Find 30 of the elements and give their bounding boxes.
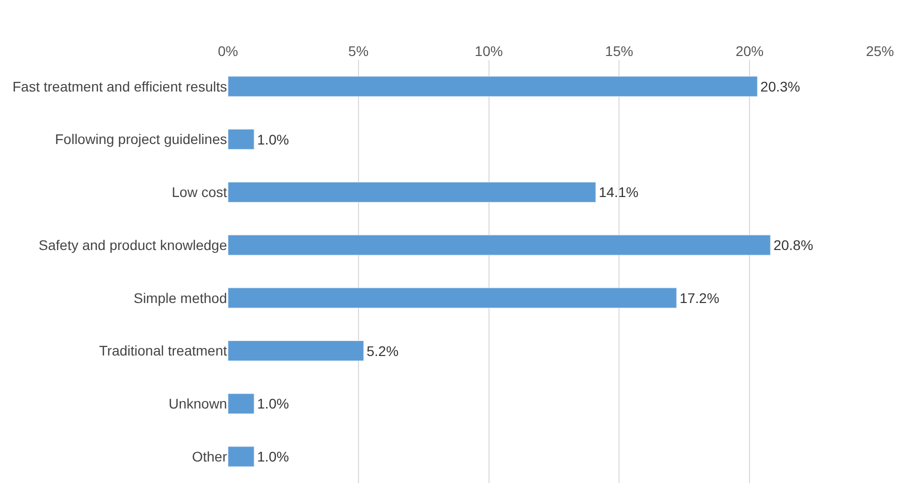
bar bbox=[228, 182, 596, 202]
x-tick-label: 5% bbox=[348, 43, 369, 60]
bar bbox=[228, 446, 254, 467]
data-label: 1.0% bbox=[257, 448, 289, 465]
x-tick-label: 10% bbox=[474, 43, 503, 60]
bar bbox=[228, 234, 771, 256]
x-tick-label: 0% bbox=[218, 43, 238, 60]
bar bbox=[228, 340, 364, 362]
bar bbox=[228, 129, 254, 150]
data-label: 1.0% bbox=[257, 131, 289, 148]
y-tick-label: Safety and product knowledge bbox=[38, 236, 228, 253]
y-tick-label: Simple method bbox=[134, 290, 227, 306]
data-label: 14.1% bbox=[598, 184, 638, 200]
y-tick-label: Following project guidelines bbox=[55, 131, 227, 148]
x-tick-label: 20% bbox=[736, 43, 764, 60]
data-label: 20.3% bbox=[760, 78, 800, 94]
data-label: 20.8% bbox=[773, 237, 814, 254]
x-tick-label: 15% bbox=[605, 43, 634, 60]
y-tick-label: Low cost bbox=[172, 184, 228, 200]
y-tick-label: Fast treatment and efficient results bbox=[12, 78, 227, 94]
x-tick-label: 25% bbox=[866, 43, 894, 60]
bar bbox=[228, 393, 254, 414]
y-tick-label: Unknown bbox=[168, 396, 227, 412]
bar bbox=[228, 288, 677, 308]
bar bbox=[228, 76, 758, 97]
y-tick-label: Traditional treatment bbox=[99, 342, 228, 359]
data-label: 5.2% bbox=[366, 342, 399, 359]
y-tick-label: Other bbox=[192, 448, 228, 464]
data-label: 17.2% bbox=[680, 290, 720, 306]
data-label: 1.0% bbox=[257, 396, 289, 412]
